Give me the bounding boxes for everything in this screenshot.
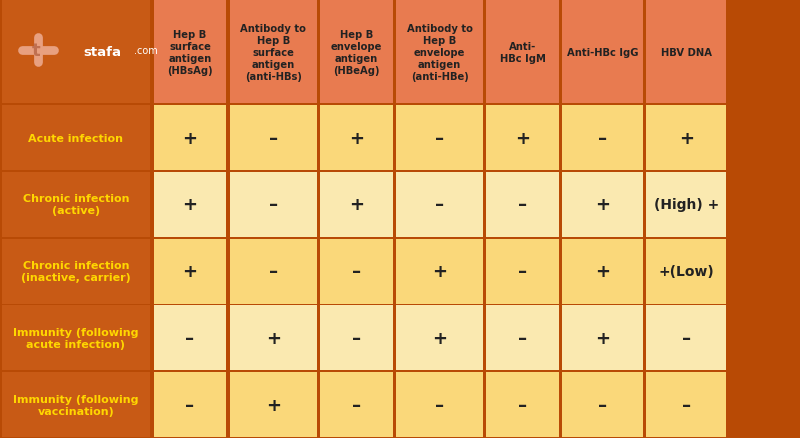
Bar: [562, 106, 643, 171]
Text: –: –: [352, 262, 361, 281]
Bar: [2, 306, 150, 371]
Text: +: +: [266, 396, 281, 414]
Text: Anti-
HBc IgM: Anti- HBc IgM: [500, 42, 546, 64]
Bar: [154, 173, 226, 237]
Bar: [562, 239, 643, 304]
Bar: [486, 106, 559, 171]
Text: –: –: [269, 196, 278, 214]
Bar: [230, 173, 317, 237]
Text: +: +: [679, 129, 694, 148]
Bar: [562, 372, 643, 437]
Text: –: –: [352, 396, 361, 414]
Text: t: t: [32, 42, 41, 60]
Bar: [230, 1, 317, 104]
Text: –: –: [186, 396, 194, 414]
Text: +: +: [349, 196, 364, 214]
Text: –: –: [435, 129, 444, 148]
Text: –: –: [598, 396, 607, 414]
Bar: [154, 1, 226, 104]
Bar: [396, 106, 483, 171]
Text: +: +: [182, 196, 198, 214]
Text: –: –: [352, 329, 361, 347]
Text: Antibody to
Hep B
envelope
antigen
(anti-HBe): Antibody to Hep B envelope antigen (anti…: [406, 24, 473, 81]
Bar: [154, 372, 226, 437]
Bar: [646, 1, 726, 104]
Bar: [486, 372, 559, 437]
Bar: [230, 106, 317, 171]
Text: +: +: [515, 129, 530, 148]
Text: Chronic infection
(active): Chronic infection (active): [22, 194, 130, 216]
Bar: [154, 106, 226, 171]
Bar: [646, 239, 726, 304]
Text: +(Low): +(Low): [658, 265, 714, 279]
Text: +: +: [349, 129, 364, 148]
Text: +: +: [266, 329, 281, 347]
Text: +: +: [432, 262, 447, 281]
Text: Immunity (following
acute infection): Immunity (following acute infection): [14, 327, 138, 349]
Bar: [396, 239, 483, 304]
Bar: [230, 239, 317, 304]
Bar: [646, 306, 726, 371]
Text: Acute infection: Acute infection: [29, 134, 123, 143]
Text: +: +: [432, 329, 447, 347]
Bar: [2, 372, 150, 437]
Text: (High) +: (High) +: [654, 198, 719, 212]
Text: –: –: [518, 196, 527, 214]
Bar: [486, 173, 559, 237]
Bar: [320, 372, 393, 437]
Bar: [486, 1, 559, 104]
Bar: [320, 306, 393, 371]
Bar: [320, 239, 393, 304]
Bar: [320, 106, 393, 171]
Bar: [486, 306, 559, 371]
Text: –: –: [269, 129, 278, 148]
Bar: [230, 372, 317, 437]
Text: HBV DNA: HBV DNA: [661, 48, 712, 57]
Bar: [2, 1, 150, 104]
Bar: [562, 173, 643, 237]
Text: –: –: [518, 396, 527, 414]
Bar: [396, 173, 483, 237]
Bar: [646, 106, 726, 171]
Bar: [320, 1, 393, 104]
Text: Immunity (following
vaccination): Immunity (following vaccination): [14, 394, 138, 416]
Text: Chronic infection
(inactive, carrier): Chronic infection (inactive, carrier): [21, 261, 131, 283]
Bar: [2, 173, 150, 237]
Text: –: –: [269, 262, 278, 281]
Bar: [562, 306, 643, 371]
Bar: [320, 173, 393, 237]
Text: +: +: [182, 262, 198, 281]
Bar: [2, 239, 150, 304]
Text: –: –: [682, 396, 691, 414]
Bar: [562, 1, 643, 104]
Bar: [646, 372, 726, 437]
Text: stafa: stafa: [84, 46, 122, 59]
Text: Antibody to
Hep B
surface
antigen
(anti-HBs): Antibody to Hep B surface antigen (anti-…: [240, 24, 306, 81]
Text: +: +: [182, 129, 198, 148]
Bar: [646, 173, 726, 237]
Text: –: –: [186, 329, 194, 347]
Text: –: –: [435, 396, 444, 414]
Text: +: +: [595, 196, 610, 214]
Bar: [396, 1, 483, 104]
Text: .com: .com: [134, 46, 158, 56]
Text: –: –: [598, 129, 607, 148]
Bar: [396, 306, 483, 371]
Text: Hep B
envelope
antigen
(HBeAg): Hep B envelope antigen (HBeAg): [330, 30, 382, 75]
Bar: [230, 306, 317, 371]
Bar: [154, 239, 226, 304]
Text: +: +: [595, 329, 610, 347]
Text: –: –: [518, 329, 527, 347]
Bar: [396, 372, 483, 437]
Bar: [2, 106, 150, 171]
Bar: [486, 239, 559, 304]
Text: –: –: [682, 329, 691, 347]
Text: +: +: [595, 262, 610, 281]
Text: Hep B
surface
antigen
(HBsAg): Hep B surface antigen (HBsAg): [167, 30, 213, 75]
Text: Anti-HBc IgG: Anti-HBc IgG: [567, 48, 638, 57]
Bar: [154, 306, 226, 371]
Text: –: –: [435, 196, 444, 214]
Text: –: –: [518, 262, 527, 281]
